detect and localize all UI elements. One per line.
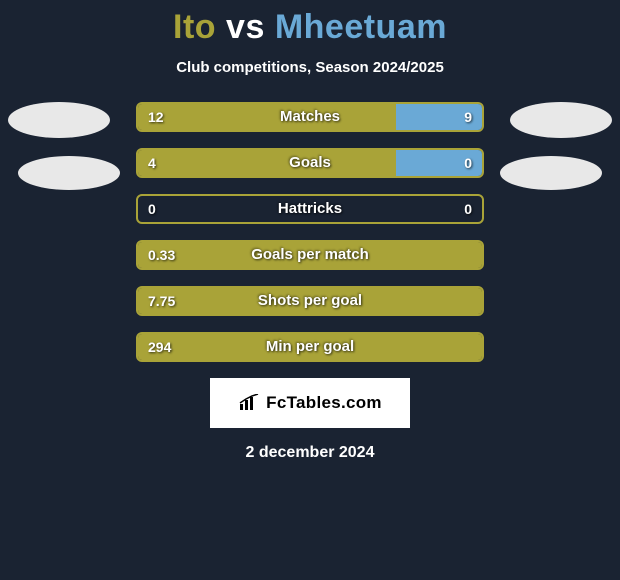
stat-row: Goals4 0 — [136, 148, 484, 178]
bar-label: Hattricks — [138, 196, 482, 222]
player-right-name: Mheetuam — [275, 8, 447, 46]
avatar-left-1 — [8, 102, 110, 138]
subtitle: Club competitions, Season 2024/2025 — [0, 59, 620, 76]
bar-value-right: 0 — [464, 150, 472, 176]
bar-label: Goals per match — [138, 242, 482, 268]
bar-value-left: 7.75 — [148, 288, 175, 314]
logo-text: FcTables.com — [266, 393, 382, 413]
bar-value-left: 294 — [148, 334, 171, 360]
stat-row: Hattricks0 0 — [136, 194, 484, 224]
bar-label: Shots per goal — [138, 288, 482, 314]
header: Ito vs Mheetuam Club competitions, Seaso… — [0, 8, 620, 76]
stat-row: Min per goal294 — [136, 332, 484, 362]
chart-icon — [238, 394, 260, 412]
bar-value-left: 0 — [148, 196, 156, 222]
comparison-card: Ito vs Mheetuam Club competitions, Seaso… — [0, 0, 620, 580]
logo-box: FcTables.com — [210, 378, 410, 428]
stat-row: Shots per goal7.75 — [136, 286, 484, 316]
player-left-name: Ito — [173, 8, 216, 46]
stats-area: Matches129Goals40Hattricks00Goals per ma… — [0, 102, 620, 362]
stat-row: Goals per match0.33 — [136, 240, 484, 270]
bar-label: Min per goal — [138, 334, 482, 360]
bar-value-left: 4 — [148, 150, 156, 176]
bar-value-right: 0 — [464, 196, 472, 222]
avatar-left-2 — [18, 156, 120, 190]
bar-value-right: 9 — [464, 104, 472, 130]
bar-value-left: 0.33 — [148, 242, 175, 268]
avatar-right-2 — [500, 156, 602, 190]
page-title: Ito vs Mheetuam — [0, 8, 620, 47]
avatar-right-1 — [510, 102, 612, 138]
stat-row: Matches12 9 — [136, 102, 484, 132]
vs-text: vs — [226, 8, 265, 46]
date-text: 2 december 2024 — [0, 444, 620, 462]
bar-label: Goals — [138, 150, 482, 176]
bar-label: Matches — [138, 104, 482, 130]
stat-bars: Matches129Goals40Hattricks00Goals per ma… — [136, 102, 484, 362]
bar-value-left: 12 — [148, 104, 164, 130]
